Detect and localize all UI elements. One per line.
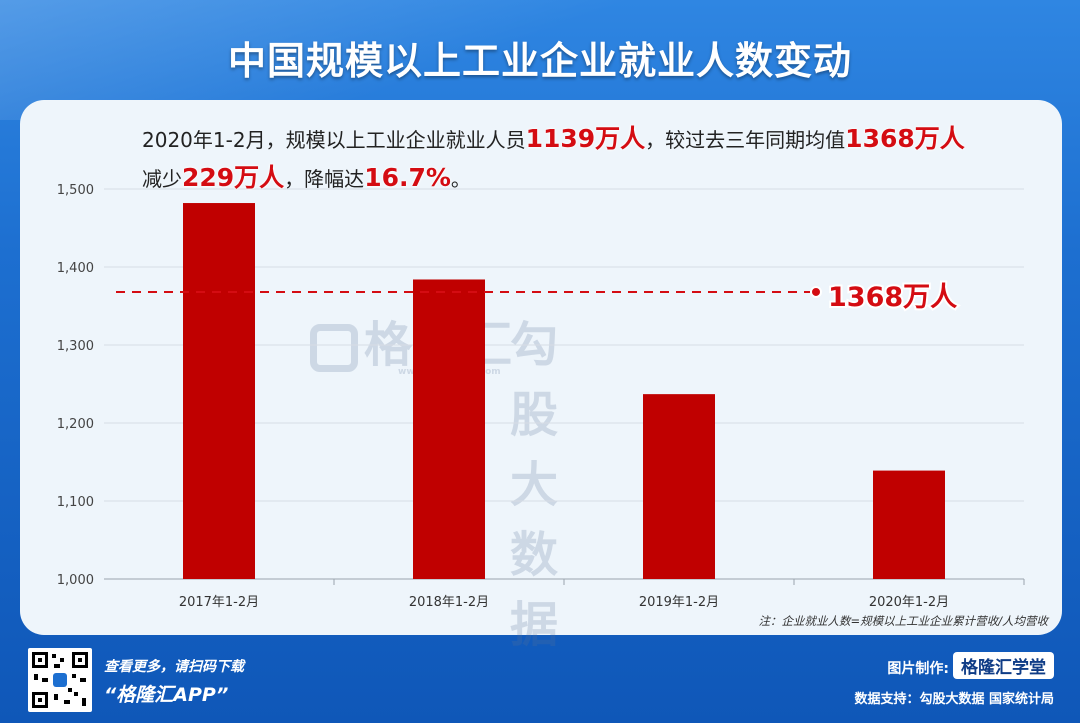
- formula-note: 注：企业就业人数=规模以上工业企业累计营收/人均营收: [758, 614, 1048, 628]
- x-tick-label: 2017年1-2月: [179, 595, 259, 610]
- summary-line-2: 减少229万人，降幅达16.7%。: [142, 159, 1022, 198]
- x-tick-label: 2019年1-2月: [639, 595, 719, 610]
- y-tick-label: 1,300: [57, 339, 94, 354]
- bar: [873, 470, 945, 579]
- summary-text-part: 2020年1-2月，规模以上工业企业就业人员: [142, 128, 526, 152]
- summary-text-part: 减少: [142, 167, 182, 191]
- brand-logo: 格隆汇学堂: [953, 652, 1054, 679]
- y-tick-label: 1,400: [57, 261, 94, 276]
- highlight-value: 1139万人: [525, 124, 646, 153]
- y-tick-label: 1,500: [57, 183, 94, 198]
- data-support: 数据支持：勾股大数据 国家统计局: [854, 692, 1054, 707]
- made-by-label: 图片制作:: [887, 661, 949, 677]
- reference-line-label: 1368万人: [828, 282, 957, 313]
- qr-code-graphic: [32, 652, 88, 708]
- watermark-text: 勾股大数据: [510, 317, 561, 653]
- y-tick-label: 1,100: [57, 495, 94, 510]
- highlight-value: 229万人: [182, 163, 285, 192]
- highlight-value: 1368万人: [845, 124, 965, 153]
- summary-text: 2020年1-2月，规模以上工业企业就业人员1139万人，较过去三年同期均值13…: [142, 120, 1022, 198]
- page-title: 中国规模以上工业企业就业人数变动: [227, 39, 852, 83]
- summary-text-part: ，降幅达: [284, 167, 365, 191]
- bar: [643, 394, 715, 579]
- scan-prompt: 查看更多，请扫码下载: [104, 659, 244, 675]
- y-tick-label: 1,000: [57, 573, 94, 588]
- y-tick-label: 1,200: [57, 417, 94, 432]
- qr-code-icon[interactable]: [28, 648, 92, 712]
- watermark-logo-icon: [310, 324, 358, 372]
- bar: [183, 203, 255, 580]
- bar: [413, 279, 485, 579]
- x-tick-label: 2020年1-2月: [869, 595, 949, 610]
- summary-text-part: 。: [450, 167, 471, 191]
- highlight-value: 16.7%: [364, 163, 451, 192]
- app-name: “格隆汇APP”: [104, 684, 229, 706]
- made-by: 图片制作: 格隆汇学堂: [887, 652, 1054, 679]
- summary-text-part: ，较过去三年同期均值: [645, 128, 846, 152]
- reference-marker: [810, 285, 822, 298]
- summary-line-1: 2020年1-2月，规模以上工业企业就业人员1139万人，较过去三年同期均值13…: [142, 120, 1022, 159]
- x-tick-label: 2018年1-2月: [409, 595, 489, 610]
